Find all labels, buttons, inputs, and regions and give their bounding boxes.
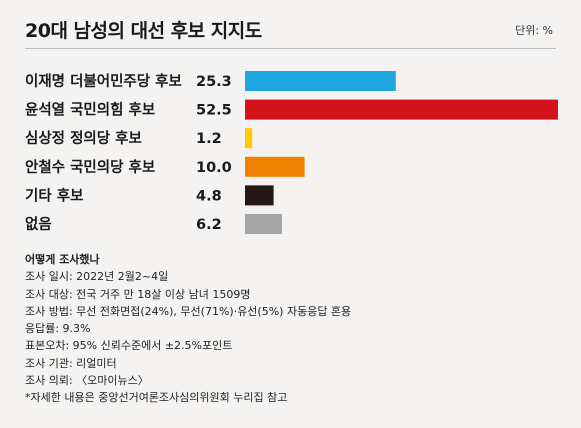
category-label: 윤석열 국민의힘 후보 (25, 101, 155, 119)
notes-line: 조사 대상: 전국 거주 만 18살 이상 남녀 1509명 (25, 287, 251, 301)
category-label: 없음 (25, 216, 52, 233)
bar-chart: 이재명 더불어민주당 후보 25.3 윤석열 국민의힘 후보 52.5 심상정 정의당 … (25, 71, 558, 234)
notes-heading: 어떻게 조사했나 (25, 253, 100, 266)
category-label: 이재명 더불어민주당 후보 (25, 72, 182, 90)
notes-line: 조사 방법: 무선 전화면접(24%), 무선(71%)·유선(5%) 자동응답… (25, 304, 352, 318)
value-label: 52.5 (196, 103, 232, 119)
bar (245, 71, 396, 91)
category-label: 심상정 정의당 후보 (25, 129, 142, 147)
unit-label: 단위: % (515, 24, 553, 37)
bar (245, 99, 558, 120)
category-label: 기타 후보 (25, 187, 83, 204)
notes-line: *자세한 내용은 중앙선거여론조사심의위원회 누리집 참고 (25, 391, 288, 405)
value-label: 1.2 (196, 131, 222, 147)
value-label: 25.3 (196, 74, 232, 90)
notes-line: 응답률: 9.3% (25, 322, 91, 336)
bar (245, 156, 305, 177)
bar (245, 185, 274, 206)
notes-line: 조사 기관: 리얼미터 (25, 356, 117, 370)
value-label: 6.2 (196, 217, 222, 233)
value-label: 10.0 (196, 160, 232, 176)
title-divider (25, 48, 556, 49)
survey-notes: 어떻게 조사했나 조사 일시: 2022년 2월2~4일 조사 대상: 전국 거… (25, 251, 351, 407)
notes-line: 표본오차: 95% 신뢰수준에서 ±2.5%포인트 (25, 339, 233, 353)
category-label: 안철수 국민의당 후보 (25, 158, 155, 176)
value-label: 4.8 (196, 188, 222, 204)
chart-title: 20대 남성의 대선 후보 지지도 (25, 20, 262, 42)
notes-line: 조사 일시: 2022년 2월2~4일 (25, 270, 169, 284)
notes-line: 조사 의뢰: 〈오마이뉴스〉 (25, 374, 149, 388)
bar (245, 128, 253, 149)
bar (245, 214, 282, 234)
